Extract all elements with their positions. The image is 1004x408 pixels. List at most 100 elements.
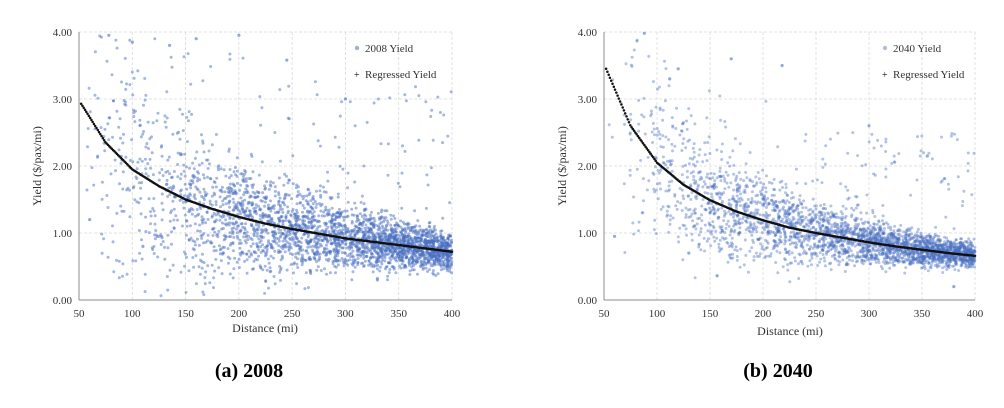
scatter-point bbox=[420, 243, 423, 246]
scatter-point bbox=[191, 239, 194, 242]
scatter-point bbox=[301, 254, 304, 257]
scatter-point bbox=[158, 179, 161, 182]
scatter-point bbox=[418, 225, 421, 228]
scatter-point bbox=[163, 246, 166, 249]
scatter-point bbox=[393, 217, 396, 220]
scatter-point bbox=[176, 219, 179, 222]
scatter-point bbox=[739, 192, 742, 195]
scatter-point bbox=[373, 102, 376, 105]
scatter-point bbox=[387, 142, 390, 145]
scatter-point bbox=[119, 137, 122, 140]
scatter-point bbox=[388, 268, 391, 271]
scatter-point bbox=[242, 235, 245, 238]
scatter-point bbox=[112, 240, 115, 243]
scatter-point bbox=[218, 244, 221, 247]
scatter-point bbox=[715, 274, 718, 277]
scatter-point bbox=[199, 230, 202, 233]
scatter-point bbox=[241, 226, 244, 229]
scatter-point bbox=[268, 188, 271, 191]
scatter-point bbox=[250, 195, 253, 198]
x-tick-label: 150 bbox=[177, 308, 194, 320]
scatter-point bbox=[335, 266, 338, 269]
scatter-point bbox=[158, 171, 161, 174]
scatter-point bbox=[342, 246, 345, 249]
scatter-point bbox=[283, 173, 286, 176]
scatter-point bbox=[277, 231, 280, 234]
scatter-point bbox=[222, 227, 225, 230]
scatter-point bbox=[161, 202, 164, 205]
scatter-point bbox=[819, 204, 822, 207]
scatter-point bbox=[297, 190, 300, 193]
scatter-point bbox=[163, 258, 166, 261]
scatter-point bbox=[161, 236, 164, 239]
scatter-point bbox=[829, 205, 832, 208]
scatter-point bbox=[179, 177, 182, 180]
scatter-point bbox=[232, 241, 235, 244]
scatter-point bbox=[138, 229, 141, 232]
scatter-point bbox=[182, 201, 185, 204]
scatter-point bbox=[427, 229, 430, 232]
scatter-point bbox=[768, 181, 771, 184]
scatter-point bbox=[199, 191, 202, 194]
scatter-point bbox=[122, 133, 125, 136]
scatter-point bbox=[425, 232, 428, 235]
scatter-point bbox=[276, 211, 279, 214]
scatter-point bbox=[699, 230, 702, 233]
scatter-point bbox=[336, 211, 339, 214]
scatter-point bbox=[291, 154, 294, 157]
scatter-point bbox=[436, 96, 439, 99]
scatter-point bbox=[178, 108, 181, 111]
legend-marker-regressed-yield: + bbox=[354, 70, 360, 81]
scatter-point bbox=[383, 209, 386, 212]
scatter-point bbox=[882, 261, 885, 264]
scatter-point bbox=[148, 197, 151, 200]
scatter-point bbox=[268, 262, 271, 265]
scatter-point bbox=[142, 104, 145, 107]
scatter-point bbox=[761, 169, 764, 172]
scatter-point bbox=[388, 271, 391, 274]
scatter-point bbox=[441, 238, 444, 241]
scatter-point bbox=[279, 160, 282, 163]
scatter-point bbox=[181, 113, 184, 116]
scatter-point bbox=[251, 268, 254, 271]
scatter-point bbox=[720, 150, 723, 153]
scatter-point bbox=[727, 186, 730, 189]
x-tick-label: 50 bbox=[74, 308, 86, 320]
scatter-point bbox=[671, 159, 674, 162]
scatter-point bbox=[284, 229, 287, 232]
scatter-point bbox=[162, 240, 165, 243]
scatter-point bbox=[450, 257, 453, 260]
scatter-point bbox=[326, 240, 329, 243]
scatter-point bbox=[293, 212, 296, 215]
scatter-point bbox=[829, 138, 832, 141]
scatter-point bbox=[753, 211, 756, 214]
scatter-point bbox=[671, 124, 674, 127]
scatter-point bbox=[755, 183, 758, 186]
scatter-point bbox=[102, 237, 105, 240]
scatter-point bbox=[107, 138, 110, 141]
y-tick-label: 1.00 bbox=[53, 228, 73, 240]
scatter-point bbox=[263, 205, 266, 208]
scatter-point bbox=[314, 200, 317, 203]
scatter-point bbox=[381, 225, 384, 228]
scatter-point bbox=[415, 229, 418, 232]
scatter-point bbox=[236, 261, 239, 264]
scatter-point bbox=[432, 269, 435, 272]
scatter-point bbox=[776, 271, 779, 274]
scatter-point bbox=[195, 151, 198, 154]
scatter-point bbox=[173, 208, 176, 211]
scatter-point bbox=[267, 258, 270, 261]
scatter-point bbox=[236, 182, 239, 185]
scatter-point bbox=[260, 106, 263, 109]
scatter-point bbox=[211, 264, 214, 267]
scatter-point bbox=[259, 235, 262, 238]
scatter-point bbox=[291, 210, 294, 213]
scatter-point bbox=[232, 198, 235, 201]
scatter-point bbox=[331, 260, 334, 263]
scatter-point bbox=[237, 201, 240, 204]
scatter-point bbox=[265, 180, 268, 183]
scatter-point bbox=[133, 198, 136, 201]
scatter-point bbox=[401, 144, 404, 147]
scatter-point bbox=[315, 203, 318, 206]
scatter-point bbox=[449, 244, 452, 247]
